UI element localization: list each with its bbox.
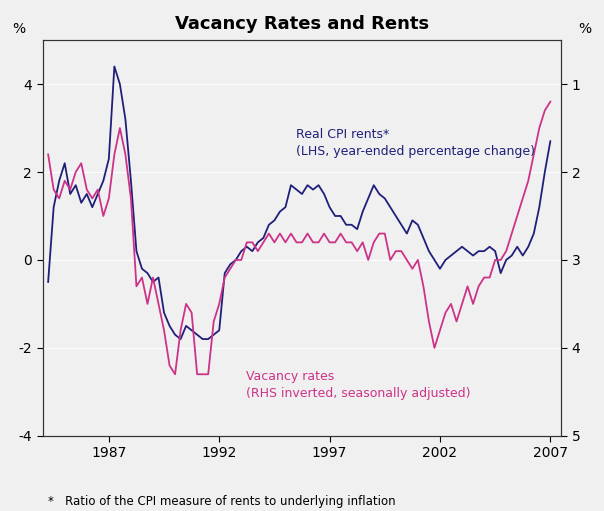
Text: Real CPI rents*
(LHS, year-ended percentage change): Real CPI rents* (LHS, year-ended percent…	[297, 128, 536, 158]
Text: %: %	[578, 22, 591, 36]
Text: Vacancy rates
(RHS inverted, seasonally adjusted): Vacancy rates (RHS inverted, seasonally …	[246, 370, 470, 400]
Text: *   Ratio of the CPI measure of rents to underlying inflation: * Ratio of the CPI measure of rents to u…	[48, 496, 396, 508]
Text: %: %	[13, 22, 26, 36]
Title: Vacancy Rates and Rents: Vacancy Rates and Rents	[175, 15, 429, 33]
